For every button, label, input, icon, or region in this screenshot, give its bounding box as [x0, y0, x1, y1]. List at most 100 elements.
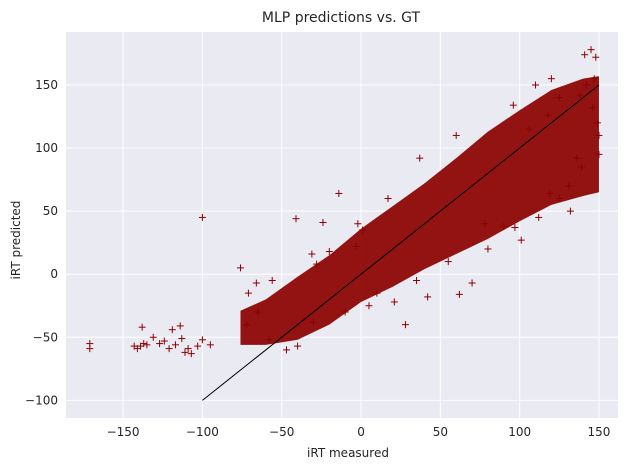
data-point — [566, 207, 574, 215]
data-point — [578, 163, 586, 171]
data-point — [138, 323, 146, 331]
data-point — [294, 342, 302, 350]
data-points — [86, 46, 603, 358]
data-point — [354, 220, 362, 228]
data-point — [555, 195, 563, 203]
data-point — [595, 131, 603, 139]
data-point — [525, 125, 533, 133]
y-tick-label: 100 — [35, 141, 58, 155]
data-point — [187, 350, 195, 358]
data-point — [335, 189, 343, 197]
data-point — [500, 222, 508, 230]
data-point — [416, 154, 424, 162]
data-point — [555, 94, 563, 102]
data-point — [140, 340, 148, 348]
data-point — [160, 337, 168, 345]
data-point — [468, 279, 476, 287]
data-point — [178, 335, 186, 343]
data-point — [325, 247, 333, 255]
y-tick-label: 0 — [50, 267, 58, 281]
plot-background — [66, 32, 618, 418]
reference-line — [202, 84, 600, 401]
data-point — [181, 348, 189, 356]
data-point — [390, 298, 398, 306]
data-point — [168, 326, 176, 334]
data-point — [444, 258, 452, 266]
data-point — [156, 340, 164, 348]
data-point — [565, 182, 573, 190]
data-point — [582, 81, 590, 89]
data-point — [593, 119, 601, 127]
y-tick-label: 150 — [35, 78, 58, 92]
data-point — [547, 75, 555, 83]
data-point — [590, 75, 598, 83]
data-point — [581, 51, 589, 59]
data-point — [198, 213, 206, 221]
data-point — [149, 333, 157, 341]
x-tick-label: 0 — [357, 425, 365, 439]
plot-area — [66, 32, 618, 418]
y-tick-label: −100 — [25, 393, 58, 407]
data-point — [86, 345, 94, 353]
data-point — [511, 224, 519, 232]
reference-line-group — [202, 84, 600, 401]
data-point — [546, 189, 554, 197]
data-point — [143, 341, 151, 349]
data-point — [589, 104, 597, 112]
data-point — [517, 236, 525, 244]
data-point — [384, 195, 392, 203]
data-point — [544, 111, 552, 119]
data-point — [592, 53, 600, 61]
data-point — [268, 277, 276, 285]
data-point — [576, 91, 584, 99]
data-point — [452, 131, 460, 139]
data-point — [313, 260, 321, 268]
y-tick-label: −50 — [33, 330, 58, 344]
data-point — [509, 101, 517, 109]
y-tick-label: 50 — [43, 204, 58, 218]
chart-title: MLP predictions vs. GT — [262, 10, 421, 26]
dense-cluster — [240, 76, 599, 345]
y-axis-label: iRT predicted — [9, 201, 23, 280]
data-point — [176, 322, 184, 330]
data-point — [194, 342, 202, 350]
data-point — [341, 308, 349, 316]
data-point — [265, 336, 273, 344]
data-point — [309, 318, 317, 326]
data-point — [532, 81, 540, 89]
data-point — [206, 341, 214, 349]
data-point — [484, 245, 492, 253]
data-point — [243, 321, 251, 329]
y-axis-ticks: −100 −50 0 50 100 150 — [25, 78, 58, 407]
x-tick-label: −50 — [269, 425, 294, 439]
data-point — [184, 345, 192, 353]
data-point — [236, 264, 244, 272]
x-tick-label: 50 — [433, 425, 448, 439]
data-point — [365, 302, 373, 310]
data-point — [352, 242, 360, 250]
x-axis-ticks: −150 −100 −50 0 50 100 150 — [107, 425, 611, 439]
data-point — [359, 226, 367, 234]
x-tick-label: 100 — [508, 425, 531, 439]
data-point — [573, 154, 581, 162]
data-point — [587, 46, 595, 54]
data-point — [282, 346, 290, 354]
x-tick-label: 150 — [588, 425, 611, 439]
data-point — [254, 308, 262, 316]
data-point — [413, 277, 421, 285]
data-point — [308, 250, 316, 258]
data-band — [240, 76, 599, 345]
data-point — [595, 150, 603, 158]
data-point — [292, 215, 300, 223]
data-point — [319, 218, 327, 226]
data-point — [455, 290, 463, 298]
x-tick-label: −100 — [186, 425, 219, 439]
data-point — [401, 321, 409, 329]
x-axis-label: iRT measured — [307, 446, 389, 460]
data-point — [252, 279, 260, 287]
data-point — [424, 293, 432, 301]
x-tick-label: −150 — [107, 425, 140, 439]
data-point — [244, 289, 252, 297]
